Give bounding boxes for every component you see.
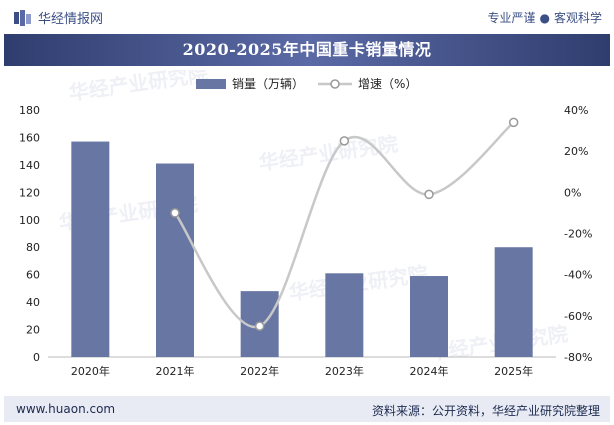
brand-name: 华经情报网	[38, 12, 104, 27]
bar	[494, 247, 533, 357]
y-right-tick-label: -20%	[564, 228, 592, 241]
y-right-tick-label: -40%	[564, 269, 592, 282]
y-left-tick-label: 80	[26, 241, 40, 254]
header: 华经情报网 专业严谨 ● 客观科学	[0, 0, 614, 32]
brand[interactable]: 华经情报网	[14, 8, 103, 27]
growth-point	[424, 189, 434, 200]
y-left-tick-label: 180	[19, 104, 40, 117]
growth-point	[170, 208, 180, 218]
y-left-tick-label: 120	[19, 186, 40, 199]
chart-title: 2020-2025年中国重卡销量情况	[4, 34, 610, 66]
watermark-text: 华经产业研究院	[257, 132, 399, 175]
legend-swatch-sales	[196, 79, 226, 89]
watermark-text: 华经产业研究院	[67, 70, 209, 105]
y-left-tick-label: 20	[26, 324, 40, 337]
y-left-tick-label: 140	[19, 159, 40, 172]
x-tick-label: 2020年	[71, 364, 110, 378]
y-right-tick-label: -80%	[564, 351, 592, 364]
x-tick-label: 2024年	[410, 364, 449, 378]
bar	[71, 141, 110, 357]
y-left-tick-label: 0	[33, 351, 40, 364]
growth-point	[508, 117, 519, 128]
y-left-tick-label: 40	[26, 296, 40, 309]
legend-marker-growth	[330, 79, 340, 89]
footer-source: 资料来源：公开资料，华经产业研究院整理	[371, 404, 600, 418]
y-right-tick-label: -60%	[564, 310, 592, 323]
growth-point	[254, 321, 265, 331]
bar	[156, 163, 194, 357]
tagline-left: 专业严谨	[487, 11, 536, 25]
y-right-tick-label: 0%	[564, 186, 581, 199]
bar	[410, 276, 448, 357]
x-tick-label: 2021年	[156, 364, 195, 378]
x-tick-label: 2023年	[325, 364, 364, 378]
bar	[325, 273, 364, 357]
chart-svg: 华经产业研究院华经产业研究院华经产业研究院华经产业研究院华经产业研究院02040…	[19, 62, 592, 378]
tagline-separator: ●	[539, 11, 550, 25]
x-tick-label: 2022年	[240, 364, 279, 378]
legend-label-sales: 销量（万辆）	[232, 77, 304, 91]
y-right-tick-label: 40%	[564, 104, 588, 117]
tagline: 专业严谨 ● 客观科学	[487, 9, 602, 26]
x-tick-label: 2025年	[494, 364, 533, 378]
footer-site[interactable]: www.huaon.com	[16, 402, 116, 416]
y-right-tick-label: 20%	[564, 145, 588, 158]
chart: 华经产业研究院华经产业研究院华经产业研究院华经产业研究院华经产业研究院02040…	[0, 62, 614, 392]
footer: www.huaon.com 资料来源：公开资料，华经产业研究院整理	[4, 396, 610, 422]
brand-logo-icon	[14, 9, 31, 26]
tagline-right: 客观科学	[553, 11, 602, 25]
y-left-tick-label: 160	[19, 131, 40, 144]
y-left-tick-label: 60	[26, 269, 40, 282]
growth-point	[339, 136, 350, 146]
legend-label-growth: 增速（%）	[358, 77, 417, 91]
y-left-tick-label: 100	[19, 214, 40, 227]
growth-line	[173, 121, 515, 329]
